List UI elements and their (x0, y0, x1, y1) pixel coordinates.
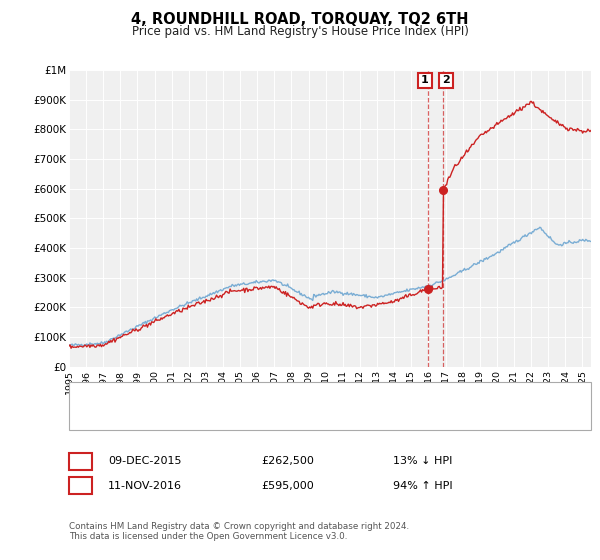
Text: 11-NOV-2016: 11-NOV-2016 (108, 480, 182, 491)
Text: 13% ↓ HPI: 13% ↓ HPI (393, 456, 452, 466)
Text: Price paid vs. HM Land Registry's House Price Index (HPI): Price paid vs. HM Land Registry's House … (131, 25, 469, 38)
Text: 2: 2 (77, 480, 84, 491)
Text: Contains HM Land Registry data © Crown copyright and database right 2024.
This d: Contains HM Land Registry data © Crown c… (69, 522, 409, 542)
Text: £262,500: £262,500 (261, 456, 314, 466)
Text: 94% ↑ HPI: 94% ↑ HPI (393, 480, 452, 491)
Text: 4, ROUNDHILL ROAD, TORQUAY, TQ2 6TH: 4, ROUNDHILL ROAD, TORQUAY, TQ2 6TH (131, 12, 469, 27)
Text: 4, ROUNDHILL ROAD, TORQUAY, TQ2 6TH (detached house): 4, ROUNDHILL ROAD, TORQUAY, TQ2 6TH (det… (108, 390, 419, 400)
Text: HPI: Average price, detached house, Torbay: HPI: Average price, detached house, Torb… (108, 412, 335, 422)
Text: 2: 2 (442, 76, 450, 85)
Text: 09-DEC-2015: 09-DEC-2015 (108, 456, 182, 466)
Text: £595,000: £595,000 (261, 480, 314, 491)
Text: —: — (78, 388, 94, 403)
Text: —: — (78, 410, 93, 424)
Text: 1: 1 (421, 76, 429, 85)
Text: 1: 1 (77, 456, 84, 466)
